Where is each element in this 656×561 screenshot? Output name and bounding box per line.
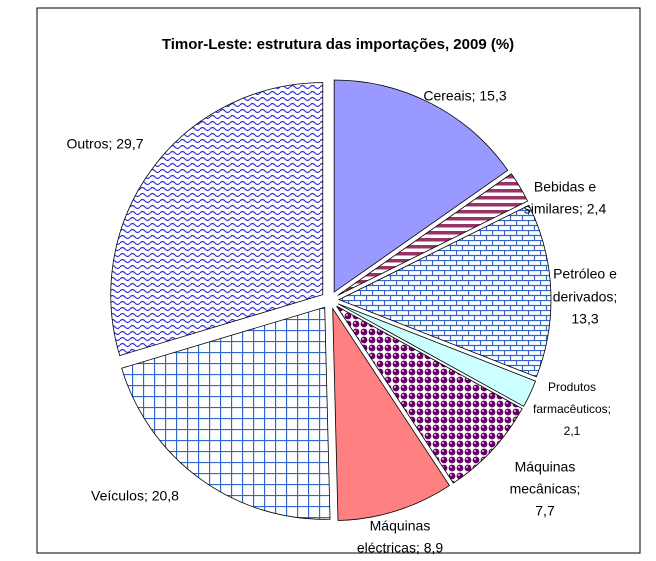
pie-slice (337, 173, 529, 296)
data-label: derivados; (553, 289, 618, 305)
pie-slice (338, 204, 552, 378)
pie-slice (110, 82, 324, 357)
data-label: Veículos; 20,8 (91, 488, 179, 504)
data-label: eléctricas; 8,9 (357, 540, 444, 556)
data-label: 13,3 (571, 311, 598, 327)
pie-slice (332, 307, 450, 521)
pie-slice (336, 305, 523, 484)
data-label: Petróleo e (553, 266, 617, 282)
data-label: 7,7 (535, 503, 555, 519)
pie-slice (333, 79, 509, 293)
data-label: Bebidas e (534, 179, 596, 195)
data-label: mecânicas; (510, 481, 581, 497)
data-label: Outros; 29,7 (66, 136, 143, 152)
data-label: Máquinas (370, 518, 431, 534)
data-label: similares; 2,4 (524, 201, 607, 217)
data-label: farmacêuticos; (533, 402, 611, 416)
data-label: Máquinas (515, 459, 576, 475)
data-label: Cereais; 15,3 (423, 88, 506, 104)
data-label: Produtos (548, 380, 596, 394)
data-label: 2,1 (564, 424, 581, 438)
pie-slice (337, 303, 537, 407)
pie-slice (121, 306, 331, 520)
chart-title: Timor-Leste: estrutura das importações, … (162, 36, 514, 53)
